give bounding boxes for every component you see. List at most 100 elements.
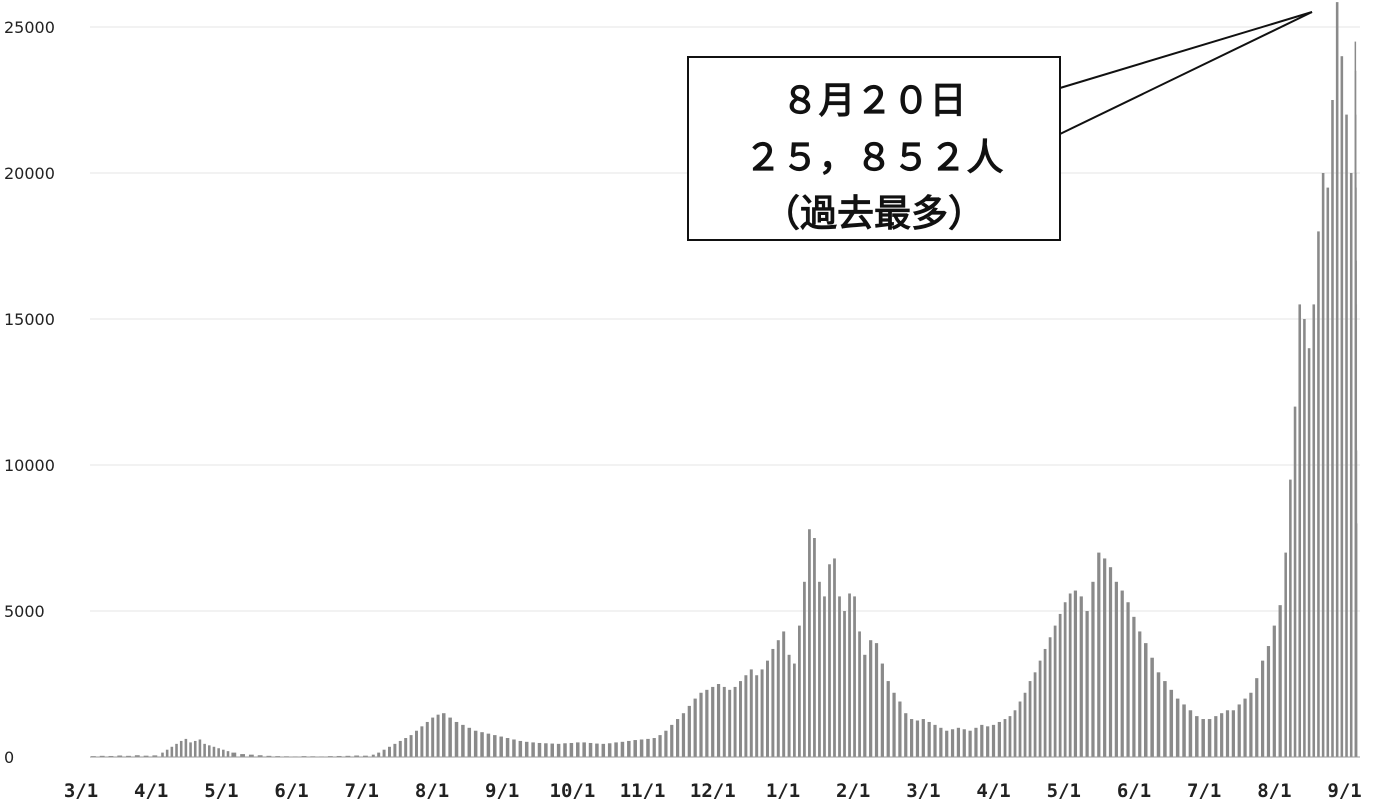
bar [550, 743, 554, 757]
bar [354, 755, 360, 757]
x-tick-label: 4/1 [134, 780, 168, 802]
x-tick-label: 4/1 [976, 780, 1010, 802]
bar [1293, 406, 1297, 757]
bar [1272, 625, 1276, 757]
bar [968, 730, 972, 757]
bar [711, 686, 715, 757]
bar [1063, 602, 1067, 757]
bar [461, 724, 465, 757]
bar [892, 692, 896, 757]
bar [1108, 567, 1113, 757]
bar [1214, 716, 1218, 757]
bar [486, 733, 491, 757]
bar [838, 596, 841, 757]
bar [1013, 710, 1017, 757]
bar [627, 740, 631, 757]
bar [363, 755, 368, 757]
bar [823, 596, 826, 757]
bar [1349, 173, 1353, 757]
bar [203, 743, 206, 757]
bar [1278, 605, 1282, 757]
bar [170, 746, 174, 757]
y-tick-label: 5000 [4, 602, 45, 621]
bar [939, 727, 943, 757]
bar [808, 529, 811, 757]
bar [1008, 716, 1012, 757]
gridlines [90, 26, 1360, 612]
bar [755, 675, 759, 757]
bar [1207, 719, 1212, 757]
bar [766, 660, 769, 757]
bar [776, 640, 780, 757]
bar [467, 727, 472, 757]
bar [398, 740, 402, 757]
bar [175, 743, 178, 757]
bar [240, 754, 246, 757]
x-tick-label: 11/1 [620, 780, 666, 802]
bar [537, 742, 542, 757]
bar [388, 746, 391, 757]
bar [531, 742, 535, 757]
bar [248, 754, 254, 757]
y-tick-label: 25000 [4, 18, 55, 37]
bar [639, 739, 644, 757]
bar [997, 721, 1001, 757]
bar [1335, 2, 1339, 758]
callout-count: ２５，８５２人 [745, 136, 1004, 179]
bar [601, 743, 606, 757]
bar [1261, 660, 1265, 757]
bar [161, 752, 164, 757]
bar [1201, 719, 1205, 757]
bar [404, 738, 408, 757]
bar [1355, 523, 1358, 757]
bar [974, 727, 978, 757]
bar [933, 724, 937, 757]
y-tick-label: 0 [4, 748, 14, 767]
bar [980, 724, 984, 757]
bar [833, 558, 836, 757]
bar [843, 611, 846, 757]
x-tick-label: 8/1 [1257, 780, 1291, 802]
bar [493, 735, 497, 757]
bar [217, 748, 220, 757]
bar [818, 581, 821, 757]
bar [198, 739, 202, 757]
bar [1255, 678, 1259, 757]
x-tick-label: 9/1 [1327, 780, 1361, 802]
bar [1284, 552, 1287, 757]
bar [336, 755, 342, 757]
bar [1317, 231, 1320, 757]
bar [1132, 616, 1136, 757]
bar-series [91, 2, 1358, 758]
bar [1144, 643, 1148, 757]
callout-date: ８月２０日 [782, 79, 967, 122]
bar [858, 631, 861, 757]
bar [569, 742, 574, 757]
bar [563, 743, 567, 757]
bar [921, 719, 925, 757]
bar [1097, 552, 1101, 757]
bar [1073, 590, 1078, 757]
bar [880, 663, 884, 757]
x-tick-label: 10/1 [550, 780, 596, 802]
bar [869, 640, 873, 757]
bar [184, 738, 188, 757]
bar [652, 738, 656, 757]
bar [266, 755, 272, 757]
bar [739, 681, 742, 757]
bar [1138, 631, 1142, 757]
bar [556, 743, 561, 757]
bar [793, 663, 796, 757]
x-tick-label: 3/1 [906, 780, 940, 802]
bar [1058, 613, 1062, 757]
bar [1033, 672, 1037, 757]
callout-pointer-lower [1059, 11, 1313, 135]
bar [1225, 710, 1230, 757]
bar [986, 726, 990, 757]
bar [524, 741, 529, 757]
bar [1114, 581, 1118, 757]
bar [377, 752, 381, 757]
x-tick-label: 6/1 [274, 780, 308, 802]
bar [499, 736, 503, 757]
bar [646, 738, 650, 757]
